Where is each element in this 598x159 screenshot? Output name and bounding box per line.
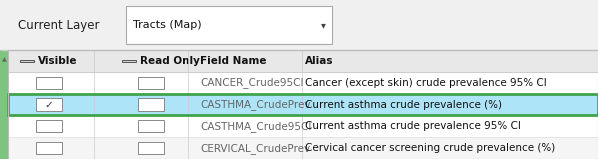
Bar — [8, 94, 598, 115]
Bar — [8, 50, 598, 159]
Bar — [138, 98, 164, 111]
Text: Tracts (Map): Tracts (Map) — [133, 20, 202, 30]
Text: Cervical cancer screening crude prevalence (%): Cervical cancer screening crude prevalen… — [305, 143, 555, 153]
Text: ✓: ✓ — [45, 100, 53, 110]
Text: CASTHMA_CrudePrev: CASTHMA_CrudePrev — [200, 99, 311, 110]
Bar — [138, 142, 164, 154]
Text: Current asthma crude prevalence (%): Current asthma crude prevalence (%) — [305, 100, 502, 110]
Bar — [121, 60, 136, 62]
Text: Current Layer: Current Layer — [18, 19, 99, 31]
Text: CASTHMA_Crude95CI: CASTHMA_Crude95CI — [200, 121, 312, 132]
Bar — [8, 94, 598, 115]
Text: ▲: ▲ — [2, 57, 6, 62]
Text: Alias: Alias — [305, 56, 334, 66]
Bar — [8, 72, 598, 94]
Text: Read Only: Read Only — [140, 56, 200, 66]
Bar — [36, 77, 62, 89]
Text: Field Name: Field Name — [200, 56, 267, 66]
Bar — [20, 60, 34, 62]
Bar — [36, 142, 62, 154]
Text: Current asthma crude prevalence 95% CI: Current asthma crude prevalence 95% CI — [305, 121, 521, 131]
Text: Cancer (except skin) crude prevalence 95% CI: Cancer (except skin) crude prevalence 95… — [305, 78, 547, 88]
Text: CERVICAL_CrudePrev: CERVICAL_CrudePrev — [200, 143, 310, 154]
Bar — [36, 120, 62, 132]
Bar — [8, 137, 598, 159]
Bar — [8, 115, 598, 137]
Bar — [8, 50, 598, 72]
Bar — [36, 98, 62, 111]
Bar — [138, 77, 164, 89]
Bar — [138, 120, 164, 132]
Text: ▾: ▾ — [321, 20, 325, 30]
Text: CANCER_Crude95CI: CANCER_Crude95CI — [200, 77, 304, 88]
Bar — [126, 6, 332, 44]
Bar — [0, 50, 8, 159]
Text: Visible: Visible — [38, 56, 78, 66]
